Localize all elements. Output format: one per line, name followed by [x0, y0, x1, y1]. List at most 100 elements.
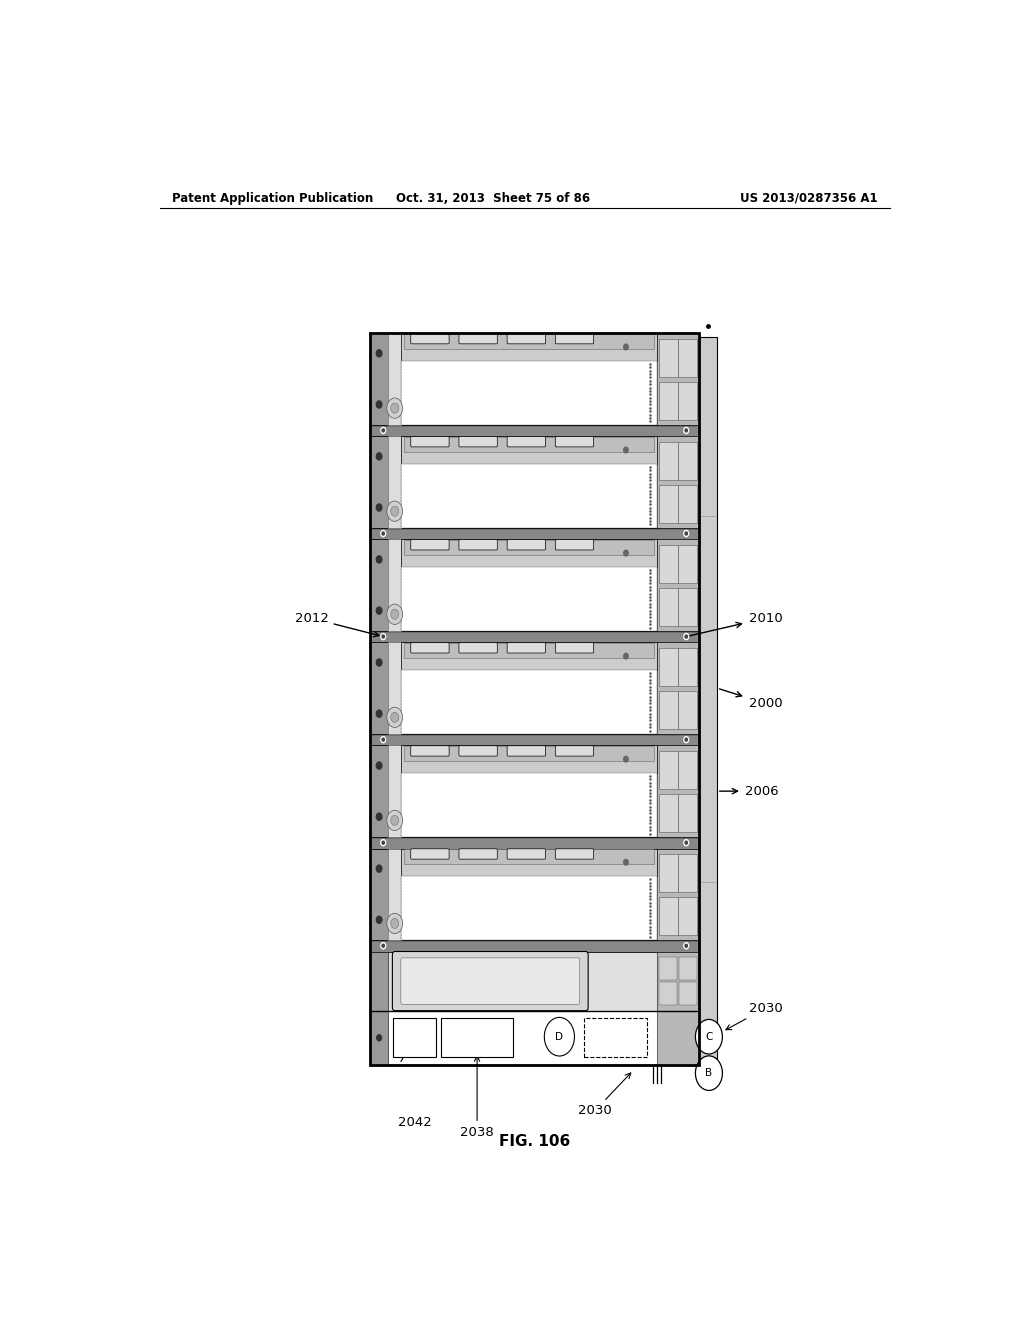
Circle shape [387, 810, 402, 830]
FancyBboxPatch shape [555, 334, 594, 343]
Bar [388, 746, 401, 837]
Text: 2000: 2000 [720, 689, 782, 710]
Circle shape [685, 635, 687, 638]
Bar [658, 898, 678, 936]
Circle shape [684, 737, 688, 743]
Circle shape [391, 506, 398, 516]
Bar [401, 360, 656, 425]
Bar [388, 643, 401, 734]
Bar [656, 952, 699, 1065]
Bar [388, 437, 401, 528]
Bar [678, 381, 697, 420]
Circle shape [391, 919, 398, 928]
Bar [584, 1018, 647, 1057]
Bar [678, 751, 697, 789]
Bar [656, 540, 699, 631]
Text: 2042: 2042 [397, 1115, 431, 1129]
FancyBboxPatch shape [507, 746, 546, 756]
Circle shape [382, 841, 384, 845]
Text: 2030: 2030 [726, 1002, 782, 1030]
Bar [678, 793, 697, 832]
Bar [656, 437, 699, 528]
FancyBboxPatch shape [555, 540, 594, 550]
FancyBboxPatch shape [411, 437, 450, 447]
Bar [658, 854, 678, 892]
Bar [678, 854, 697, 892]
Bar [370, 952, 388, 1065]
Text: 2010: 2010 [689, 611, 782, 636]
Circle shape [684, 531, 688, 536]
Bar [401, 774, 656, 837]
Bar [658, 381, 678, 420]
Bar [658, 648, 678, 686]
Bar [678, 484, 697, 523]
Circle shape [685, 532, 687, 535]
Bar [370, 952, 699, 1065]
Bar [658, 339, 678, 378]
Circle shape [685, 429, 687, 432]
Bar [678, 587, 697, 626]
Text: Oct. 31, 2013  Sheet 75 of 86: Oct. 31, 2013 Sheet 75 of 86 [396, 191, 590, 205]
Circle shape [377, 1035, 382, 1041]
FancyBboxPatch shape [555, 643, 594, 653]
Circle shape [624, 550, 628, 556]
Bar [699, 337, 717, 1057]
Bar [401, 566, 656, 631]
Circle shape [624, 345, 628, 350]
Text: 2012: 2012 [295, 611, 379, 636]
Bar [678, 898, 697, 936]
FancyBboxPatch shape [507, 540, 546, 550]
Circle shape [377, 916, 382, 924]
FancyBboxPatch shape [555, 437, 594, 447]
Bar [370, 528, 699, 540]
Circle shape [381, 942, 386, 949]
Bar [656, 333, 699, 425]
Circle shape [624, 756, 628, 762]
Bar [403, 437, 654, 451]
Bar [370, 437, 699, 528]
Bar [403, 643, 654, 659]
Bar [370, 734, 699, 746]
Bar [658, 545, 678, 583]
Text: 2038: 2038 [460, 1056, 494, 1139]
FancyBboxPatch shape [400, 958, 580, 1005]
Bar [678, 648, 697, 686]
Text: FIG. 106: FIG. 106 [499, 1134, 570, 1148]
Circle shape [391, 713, 398, 722]
Bar [658, 793, 678, 832]
Bar [388, 540, 401, 631]
Circle shape [391, 610, 398, 619]
FancyBboxPatch shape [507, 437, 546, 447]
Bar [679, 982, 696, 1005]
Circle shape [377, 401, 382, 408]
Circle shape [381, 737, 386, 743]
Bar [678, 442, 697, 480]
Circle shape [377, 865, 382, 873]
Circle shape [387, 708, 402, 727]
Bar [393, 1018, 436, 1057]
Bar [370, 540, 388, 631]
Bar [401, 849, 656, 876]
Bar [401, 540, 656, 566]
Circle shape [391, 816, 398, 825]
Circle shape [377, 813, 382, 820]
Bar [370, 333, 699, 425]
Text: 2030: 2030 [578, 1073, 631, 1117]
Text: D: D [555, 1032, 563, 1041]
Circle shape [382, 429, 384, 432]
FancyBboxPatch shape [411, 643, 450, 653]
Bar [370, 631, 699, 643]
Circle shape [624, 447, 628, 453]
Circle shape [382, 532, 384, 535]
Bar [370, 952, 699, 1011]
Circle shape [387, 502, 402, 521]
Bar [401, 333, 656, 360]
Bar [659, 957, 677, 979]
FancyBboxPatch shape [411, 746, 450, 756]
Bar [658, 442, 678, 480]
Circle shape [684, 634, 688, 640]
Circle shape [377, 350, 382, 356]
Bar [370, 849, 388, 940]
Bar [401, 437, 656, 463]
FancyBboxPatch shape [459, 849, 498, 859]
